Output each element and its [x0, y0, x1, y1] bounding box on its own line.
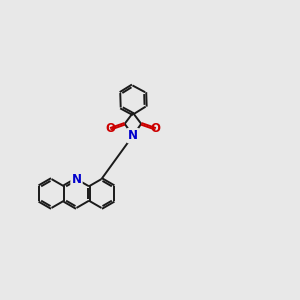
- Text: N: N: [71, 172, 82, 186]
- Text: O: O: [105, 122, 115, 135]
- Text: N: N: [128, 129, 138, 142]
- Text: O: O: [151, 122, 160, 135]
